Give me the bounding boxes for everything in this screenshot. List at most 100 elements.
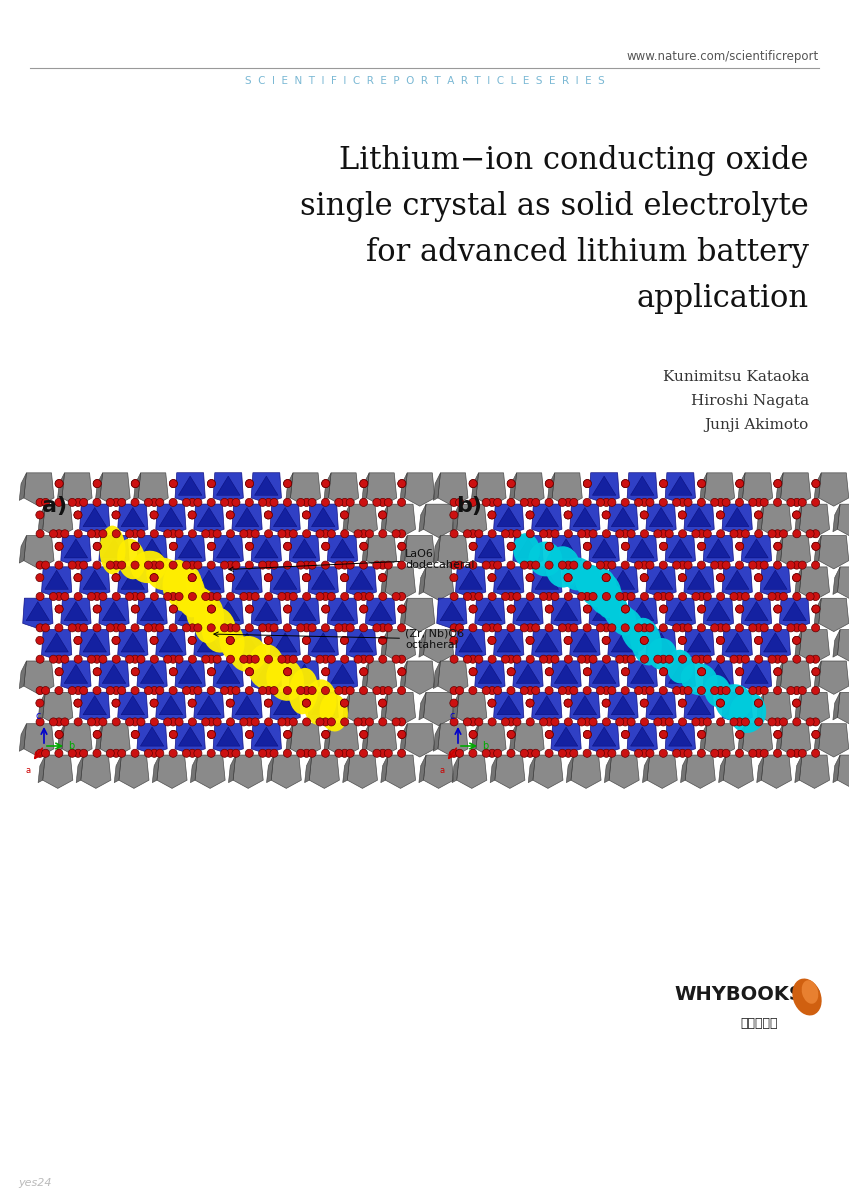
Circle shape [175,718,183,726]
Polygon shape [593,665,616,683]
Polygon shape [738,473,745,500]
Polygon shape [140,727,164,746]
Polygon shape [293,601,316,620]
Circle shape [735,624,744,632]
Circle shape [545,542,554,551]
Circle shape [698,480,706,487]
Circle shape [346,498,354,506]
Circle shape [717,700,724,707]
Circle shape [621,731,629,738]
Circle shape [621,718,629,726]
Circle shape [278,593,286,600]
Polygon shape [743,473,773,506]
Polygon shape [700,724,707,751]
Circle shape [507,562,515,569]
Polygon shape [190,755,198,782]
Circle shape [760,624,768,632]
Polygon shape [235,570,259,589]
Polygon shape [385,630,415,662]
Circle shape [132,731,139,738]
Circle shape [812,542,820,551]
Circle shape [264,700,273,707]
Circle shape [49,529,58,538]
Circle shape [735,605,744,613]
Polygon shape [763,632,787,652]
Circle shape [526,562,534,569]
Circle shape [526,574,534,582]
Polygon shape [631,601,654,620]
Circle shape [55,480,63,487]
Polygon shape [593,727,616,746]
Circle shape [188,624,196,632]
Circle shape [608,749,616,757]
Polygon shape [385,504,415,538]
Polygon shape [760,630,790,660]
Circle shape [684,749,692,757]
Circle shape [678,574,686,582]
Polygon shape [61,535,91,565]
Circle shape [812,731,820,738]
Circle shape [456,624,464,632]
Polygon shape [668,601,692,620]
Text: a: a [26,766,31,775]
Circle shape [526,624,534,632]
Circle shape [155,562,164,569]
Circle shape [684,562,692,569]
Circle shape [112,636,120,644]
Circle shape [603,686,610,695]
Polygon shape [573,632,597,652]
Circle shape [773,667,782,676]
Circle shape [245,605,254,613]
Circle shape [36,593,44,600]
Circle shape [502,593,509,600]
Polygon shape [152,755,160,782]
Circle shape [565,655,572,664]
Circle shape [245,667,254,676]
Circle shape [36,686,44,695]
Bar [444,480,819,760]
Text: b: b [482,740,488,751]
Circle shape [93,529,101,538]
Circle shape [627,655,635,664]
Circle shape [793,498,801,506]
Ellipse shape [162,559,188,601]
Circle shape [749,749,756,757]
Polygon shape [42,692,73,726]
Polygon shape [293,665,316,683]
Circle shape [207,655,216,664]
Circle shape [245,667,254,676]
Circle shape [118,562,126,569]
Circle shape [526,529,534,538]
Circle shape [773,624,782,632]
Circle shape [207,529,216,538]
Circle shape [227,686,234,695]
Circle shape [188,498,196,506]
Circle shape [131,749,139,757]
Circle shape [755,498,762,506]
Circle shape [698,667,706,676]
Circle shape [717,624,725,632]
Circle shape [646,624,654,632]
Polygon shape [102,665,126,683]
Circle shape [346,749,354,757]
Polygon shape [762,504,791,538]
Circle shape [640,686,649,695]
Polygon shape [609,755,639,788]
Circle shape [227,562,234,569]
Circle shape [507,529,515,538]
Circle shape [773,686,782,695]
Polygon shape [531,504,562,534]
Circle shape [302,529,311,538]
Circle shape [36,718,44,726]
Circle shape [365,655,374,664]
Circle shape [322,593,329,600]
Circle shape [245,529,253,538]
Circle shape [559,498,566,506]
Polygon shape [255,727,278,746]
Circle shape [755,574,762,582]
Circle shape [36,624,44,632]
Circle shape [340,686,349,695]
Circle shape [482,749,490,757]
Circle shape [284,686,291,695]
Polygon shape [138,473,168,506]
